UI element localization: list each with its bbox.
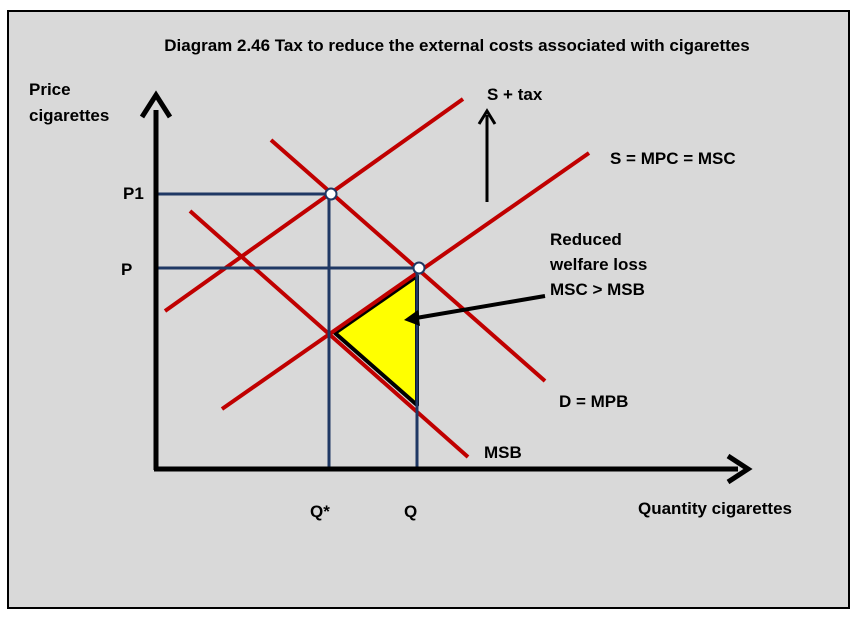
annotation-pointer-arrow xyxy=(415,294,546,320)
curve-label-s-tax: S + tax xyxy=(487,85,543,104)
tax-shift-arrowhead xyxy=(477,108,497,125)
price-label-p1: P1 xyxy=(123,184,144,203)
curve-label-msb: MSB xyxy=(484,443,522,462)
quantity-label-q-star: Q* xyxy=(310,502,330,521)
curve-label-demand: D = MPB xyxy=(559,392,628,411)
price-label-p: P xyxy=(121,260,132,279)
equilibrium-point-market xyxy=(412,261,426,275)
y-axis-label-line1: Price xyxy=(29,80,71,99)
quantity-label-q: Q xyxy=(404,502,417,521)
x-axis-label: Quantity cigarettes xyxy=(638,499,792,518)
demand-curve xyxy=(269,138,547,383)
welfare-loss-area xyxy=(333,274,419,407)
y-axis-arrowhead xyxy=(139,90,173,119)
diagram-title: Diagram 2.46 Tax to reduce the external … xyxy=(164,36,749,55)
annotation-line1: Reduced xyxy=(550,230,622,249)
annotation-line2: welfare loss xyxy=(549,255,647,274)
equilibrium-point-tax xyxy=(324,187,338,201)
annotation-pointer-arrowhead xyxy=(404,310,420,326)
curve-label-supply: S = MPC = MSC xyxy=(610,149,736,168)
y-axis-label-line2: cigarettes xyxy=(29,106,109,125)
supply-curve xyxy=(220,151,591,411)
x-axis-arrowhead xyxy=(726,453,753,485)
supply-plus-tax-curve xyxy=(163,97,465,313)
annotation-line3: MSC > MSB xyxy=(550,280,645,299)
